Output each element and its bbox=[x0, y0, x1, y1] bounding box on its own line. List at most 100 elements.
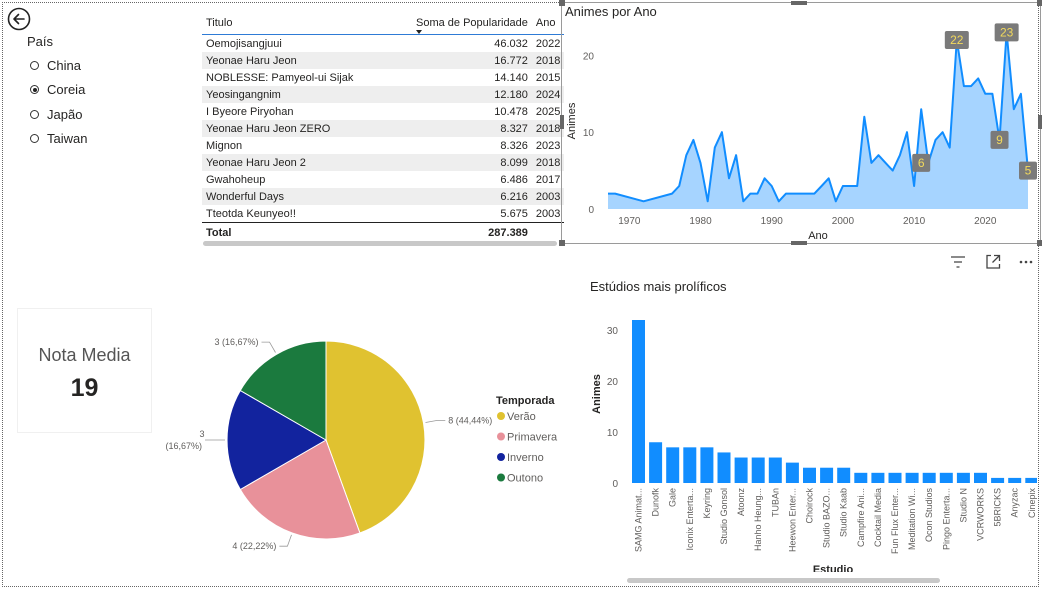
table-row[interactable]: Yeonae Haru Jeon 16.772 2018 bbox=[202, 52, 565, 69]
legend-marker bbox=[497, 412, 505, 420]
bar bbox=[939, 472, 953, 483]
chart-title: Animes por Ano bbox=[565, 4, 657, 19]
x-tick-label: SAMG Animat... bbox=[634, 488, 644, 552]
radio-button[interactable] bbox=[30, 60, 39, 70]
x-tick-label: Campfire Ani... bbox=[856, 488, 866, 547]
radio-button[interactable] bbox=[30, 134, 39, 144]
total-label: Total bbox=[202, 222, 412, 242]
pie-slice-outono bbox=[239, 340, 327, 441]
table-row[interactable]: Wonderful Days 6.216 2003 bbox=[202, 188, 565, 205]
slicer-option-3[interactable]: Taiwan bbox=[27, 127, 87, 152]
x-tick-label: TUBAn bbox=[770, 488, 780, 517]
y-tick-label: 0 bbox=[588, 205, 594, 216]
table-row[interactable]: Tteotda Keunyeo!! 5.675 2003 bbox=[202, 205, 564, 223]
x-axis-title: Estudio bbox=[813, 564, 854, 572]
x-tick-label: 5BRICKS bbox=[993, 488, 1003, 527]
bar-chart-svg[interactable]: Estúdios mais prolíficos 0 10 20 30 Animes SAM… bbox=[585, 272, 1037, 572]
cell-title: Wonderful Days bbox=[206, 190, 285, 203]
x-tick-label: Cinepix bbox=[1027, 488, 1037, 519]
x-tick-label: 1990 bbox=[761, 216, 784, 227]
resize-handle-nw[interactable] bbox=[559, 0, 565, 6]
bar bbox=[820, 467, 834, 483]
legend-item: Verão bbox=[507, 411, 536, 423]
cell-title: Yeonae Haru Jeon bbox=[206, 54, 297, 67]
data-label: 22 bbox=[944, 31, 969, 50]
cell-popularity: 8.099 bbox=[500, 156, 528, 169]
pie-chart-svg[interactable]: 8 (44,44%) 4 (22,22%) 3 (16,67%) 3 (16,67%) T… bbox=[160, 320, 570, 560]
slice-label: 3 bbox=[199, 429, 204, 439]
back-arrow-icon[interactable] bbox=[7, 7, 31, 31]
cell-year: 2025 bbox=[535, 105, 561, 118]
resize-handle-top[interactable] bbox=[791, 1, 807, 5]
x-tick-label: 1980 bbox=[689, 216, 712, 227]
resize-handle-bottom[interactable] bbox=[791, 241, 807, 245]
bar bbox=[956, 472, 970, 483]
col-header-title[interactable]: Titulo bbox=[206, 17, 233, 29]
resize-handle-left[interactable] bbox=[560, 115, 564, 129]
cell-popularity: 46.032 bbox=[494, 37, 528, 50]
data-label-text: 22 bbox=[950, 33, 964, 47]
kpi-card: Nota Media 19 bbox=[17, 308, 152, 433]
popularity-table: Titulo Soma de Popularidade Ano Oemojisa… bbox=[202, 12, 565, 242]
bar bbox=[768, 457, 782, 483]
bar-chart-horizontal-scrollbar[interactable] bbox=[627, 578, 940, 583]
cell-year: 2018 bbox=[535, 54, 561, 67]
bar bbox=[974, 472, 987, 483]
bar bbox=[905, 472, 919, 483]
cell-title: Gwahoheup bbox=[206, 173, 266, 186]
slicer-option-label: China bbox=[47, 57, 81, 73]
y-axis-title: Animes bbox=[591, 374, 603, 414]
radio-button[interactable] bbox=[30, 109, 39, 119]
focus-mode-icon[interactable] bbox=[985, 254, 1001, 270]
col-header-year[interactable]: Ano bbox=[535, 17, 556, 29]
pie-slice-verão bbox=[325, 340, 426, 534]
col-header-popularity[interactable]: Soma de Popularidade bbox=[416, 17, 528, 29]
bar bbox=[649, 442, 663, 483]
x-tick-label: Dunofk bbox=[651, 488, 661, 517]
slicer-option-1[interactable]: Coreia bbox=[27, 78, 87, 103]
resize-handle-sw[interactable] bbox=[559, 240, 565, 246]
cell-popularity: 12.180 bbox=[494, 88, 528, 101]
slice-label: 8 (44,44%) bbox=[448, 415, 492, 425]
resize-handle-se[interactable] bbox=[1037, 240, 1042, 246]
data-label-text: 5 bbox=[1025, 164, 1032, 178]
filter-icon[interactable] bbox=[950, 254, 966, 270]
table-row[interactable]: Gwahoheup 6.486 2017 bbox=[202, 171, 564, 188]
x-tick-label: Meditation Wi... bbox=[907, 488, 917, 550]
kpi-value: 19 bbox=[70, 374, 99, 402]
bar bbox=[871, 472, 885, 483]
table-row[interactable]: NOBLESSE: Pamyeol-ui Sijak 14.140 2015 bbox=[202, 69, 564, 86]
x-tick-label: Studio Kaab bbox=[839, 488, 849, 537]
x-tick-label: 1970 bbox=[618, 216, 641, 227]
pie-slice-inverno bbox=[226, 389, 327, 491]
x-tick-label: Gale bbox=[668, 488, 678, 507]
more-options-icon[interactable] bbox=[1018, 254, 1034, 270]
slicer-option-2[interactable]: Japão bbox=[27, 102, 87, 127]
cell-popularity: 16.772 bbox=[494, 54, 528, 67]
bar bbox=[751, 457, 765, 483]
sort-descending-icon bbox=[416, 30, 422, 34]
bar bbox=[666, 447, 680, 483]
slicer-option-0[interactable]: China bbox=[27, 53, 87, 78]
cell-year: 2003 bbox=[535, 207, 561, 220]
legend-marker bbox=[497, 453, 505, 461]
cell-year: 2022 bbox=[535, 37, 561, 50]
resize-handle-ne[interactable] bbox=[1037, 0, 1042, 6]
total-value: 287.389 bbox=[412, 222, 532, 242]
table-row[interactable]: Mignon 8.326 2023 bbox=[202, 137, 564, 154]
table-row[interactable]: I Byeore Piryohan 10.478 2025 bbox=[202, 103, 564, 120]
line-chart-visual[interactable]: Animes por Ano 0 10 20 1970 1980 1990 2000 2010 2… bbox=[559, 0, 1042, 246]
radio-button[interactable] bbox=[30, 85, 39, 95]
table-row[interactable]: Yeosingangnim 12.180 2024 bbox=[202, 86, 565, 103]
slicer-option-label: Japão bbox=[47, 106, 83, 122]
table-row[interactable]: Oemojisangjuui 46.032 2022 bbox=[202, 35, 564, 53]
legend-marker bbox=[497, 432, 505, 441]
table-row[interactable]: Yeonae Haru Jeon ZERO 8.327 2018 bbox=[202, 120, 565, 137]
line-chart-svg: Animes por Ano 0 10 20 1970 1980 1990 2000 2010 2… bbox=[565, 4, 1037, 242]
data-label-bg bbox=[944, 31, 969, 50]
cell-title: Mignon bbox=[206, 139, 243, 152]
resize-handle-right[interactable] bbox=[1038, 115, 1042, 129]
table-row[interactable]: Yeonae Haru Jeon 2 8.099 2018 bbox=[202, 154, 565, 171]
table-horizontal-scrollbar[interactable] bbox=[203, 241, 557, 246]
